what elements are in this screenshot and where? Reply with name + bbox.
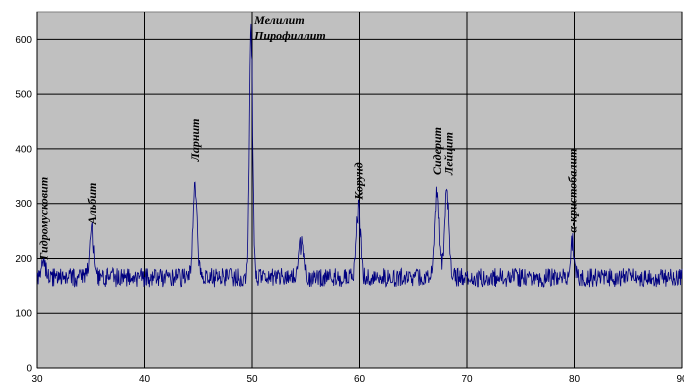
peak-label: α-кристобалит	[565, 149, 579, 233]
x-tick-label: 70	[461, 374, 473, 385]
grid-layer	[36, 12, 683, 369]
peak-label: Гидромусковит	[37, 177, 51, 261]
peak-annotations: Гидромусковит Альбит Ларнит МелилитПирофилл…	[37, 13, 580, 261]
tick-labels: 30 40 50 60 70 80 90 0 100 200 300 400 500 600	[15, 35, 684, 385]
x-tick-label: 40	[139, 374, 151, 385]
y-tick-label: 100	[15, 309, 32, 320]
peak-label: Мелилит	[253, 13, 305, 27]
x-tick-label: 80	[569, 374, 581, 385]
y-tick-label: 200	[15, 254, 32, 265]
x-tick-label: 50	[246, 374, 258, 385]
peak-label: Альбит	[85, 183, 99, 226]
x-tick-label: 90	[676, 374, 684, 385]
series-line	[36, 23, 683, 288]
x-tick-label: 60	[354, 374, 366, 385]
peak-label: Ларнит	[188, 118, 202, 162]
x-tick-label: 30	[31, 374, 43, 385]
y-tick-label: 500	[15, 90, 32, 101]
y-tick-label: 300	[15, 199, 32, 210]
y-tick-label: 600	[15, 35, 32, 46]
y-tick-label: 0	[26, 364, 32, 375]
y-tick-label: 400	[15, 144, 32, 155]
peak-label: Пирофиллит	[253, 28, 326, 42]
peak-label: Корунд	[351, 162, 365, 201]
peak-label: Сидерит	[430, 127, 444, 175]
peak-label: Лейцит	[442, 132, 456, 176]
